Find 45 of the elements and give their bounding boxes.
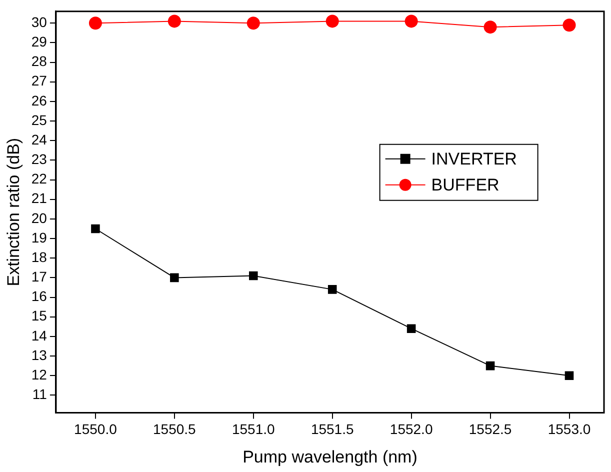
point bbox=[406, 324, 416, 333]
point bbox=[170, 273, 179, 282]
x-tick-label: 1552.0 bbox=[390, 421, 433, 438]
x-tick-label: 1550.0 bbox=[74, 421, 118, 438]
point bbox=[88, 16, 102, 30]
point bbox=[91, 224, 100, 234]
y-tick-label: 16 bbox=[31, 288, 48, 304]
y-tick-label: 22 bbox=[31, 170, 48, 187]
point bbox=[328, 285, 337, 294]
point bbox=[246, 16, 260, 30]
y-tick-label: 24 bbox=[31, 131, 48, 148]
y-tick-label: 17 bbox=[31, 268, 48, 285]
y-tick-label: 15 bbox=[31, 308, 48, 324]
y-tick-label: 11 bbox=[32, 386, 48, 402]
point bbox=[562, 18, 576, 32]
y-tick-label: 13 bbox=[31, 346, 48, 363]
y-tick-label: 18 bbox=[31, 248, 48, 265]
y-tick-label: 21 bbox=[31, 190, 48, 206]
point bbox=[168, 14, 181, 28]
y-tick-label: 19 bbox=[31, 229, 48, 246]
y-tick-label: 23 bbox=[31, 151, 48, 168]
y-tick-label: 12 bbox=[31, 366, 48, 382]
y-tick-label: 27 bbox=[31, 72, 48, 89]
y-tick-label: 29 bbox=[31, 34, 48, 50]
y-tick-label: 26 bbox=[31, 92, 48, 108]
x-axis-title: Pump wavelength (nm) bbox=[242, 447, 418, 466]
point bbox=[486, 361, 495, 370]
point bbox=[326, 14, 339, 28]
y-tick-label: 25 bbox=[31, 112, 48, 128]
x-tick-label: 1550.5 bbox=[153, 421, 196, 438]
legend-label: INVERTER bbox=[431, 150, 517, 169]
point bbox=[249, 271, 258, 280]
x-tick-label: 1551.0 bbox=[232, 421, 276, 438]
point bbox=[484, 20, 497, 34]
y-tick-label: 28 bbox=[31, 53, 48, 70]
x-tick-label: 1552.5 bbox=[468, 421, 512, 438]
y-tick-label: 30 bbox=[31, 14, 48, 30]
y-axis-title: Extinction ratio (dB) bbox=[4, 138, 23, 286]
x-tick-label: 1553.0 bbox=[548, 421, 591, 438]
x-tick-label: 1551.5 bbox=[310, 421, 354, 438]
legend-label: BUFFER bbox=[431, 176, 500, 195]
point bbox=[404, 14, 418, 28]
point bbox=[564, 371, 574, 380]
y-tick-label: 14 bbox=[31, 327, 48, 344]
y-tick-label: 20 bbox=[31, 210, 48, 226]
